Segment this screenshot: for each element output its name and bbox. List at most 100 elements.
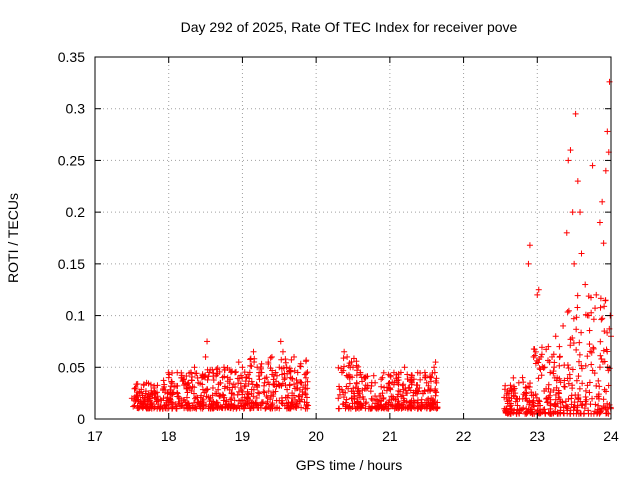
x-tick-label: 20 <box>308 428 324 444</box>
data-point <box>151 394 158 401</box>
data-point <box>606 365 613 372</box>
data-point <box>585 407 592 414</box>
data-point <box>147 395 154 402</box>
plot-frame <box>94 56 612 420</box>
data-point <box>222 401 229 408</box>
data-point <box>520 405 527 412</box>
data-point <box>573 377 580 384</box>
data-point <box>530 353 537 360</box>
data-point <box>336 391 343 398</box>
data-point <box>265 379 272 386</box>
data-point <box>526 242 533 249</box>
data-point <box>383 387 390 394</box>
data-point <box>525 260 532 267</box>
data-point <box>168 399 175 406</box>
y-tick-label: 0.1 <box>66 308 86 324</box>
data-point <box>403 390 410 397</box>
data-point <box>343 383 350 390</box>
data-point <box>601 303 608 310</box>
data-point <box>520 379 527 386</box>
data-point <box>350 388 357 395</box>
data-point <box>192 370 199 377</box>
data-point <box>286 365 293 372</box>
data-point <box>546 392 553 399</box>
data-point <box>228 368 235 375</box>
data-point <box>573 346 580 353</box>
data-point <box>268 392 275 399</box>
data-point <box>556 354 563 361</box>
data-point <box>369 397 376 404</box>
data-point <box>249 381 256 388</box>
data-point <box>589 395 596 402</box>
data-point <box>255 373 262 380</box>
data-point <box>133 392 140 399</box>
y-tick-label: 0.35 <box>58 49 85 65</box>
data-point <box>173 382 180 389</box>
data-point <box>258 399 265 406</box>
data-point <box>585 312 592 319</box>
data-point <box>547 388 554 395</box>
data-point <box>372 379 379 386</box>
data-point <box>386 397 393 404</box>
data-point <box>349 400 356 407</box>
data-point <box>561 383 568 390</box>
data-point <box>278 365 285 372</box>
data-point <box>154 393 161 400</box>
data-point <box>241 405 248 412</box>
data-point <box>501 386 508 393</box>
data-point <box>569 382 576 389</box>
data-point <box>254 382 261 389</box>
data-point <box>564 309 571 316</box>
data-point <box>387 373 394 380</box>
data-point <box>537 366 544 373</box>
data-point <box>274 404 281 411</box>
data-point <box>185 404 192 411</box>
data-point <box>211 401 218 408</box>
data-point <box>267 404 274 411</box>
data-point <box>163 401 170 408</box>
data-point <box>190 399 197 406</box>
data-point <box>533 408 540 415</box>
data-point <box>165 397 172 404</box>
data-point <box>267 396 274 403</box>
data-point <box>254 364 261 371</box>
data-point <box>288 399 295 406</box>
data-point <box>176 395 183 402</box>
data-point <box>604 329 611 336</box>
data-point <box>270 381 277 388</box>
data-point <box>420 390 427 397</box>
data-point <box>565 380 572 387</box>
data-point <box>567 147 574 154</box>
data-point <box>215 386 222 393</box>
data-point <box>570 315 577 322</box>
data-point <box>227 396 234 403</box>
data-point <box>601 386 608 393</box>
data-point <box>167 383 174 390</box>
data-point <box>243 374 250 381</box>
data-point <box>522 389 529 396</box>
data-point <box>239 397 246 404</box>
data-point <box>596 410 603 417</box>
data-point <box>578 365 585 372</box>
data-point <box>422 372 429 379</box>
data-point <box>169 404 176 411</box>
data-point <box>353 379 360 386</box>
data-point <box>207 405 214 412</box>
data-point <box>579 401 586 408</box>
data-point <box>282 356 289 363</box>
data-point <box>601 358 608 365</box>
grid-lines <box>95 57 611 419</box>
data-point <box>183 373 190 380</box>
data-point <box>389 379 396 386</box>
data-point <box>530 346 537 353</box>
y-tick-labels: 0 0.05 0.1 0.15 0.2 0.25 0.3 0.35 <box>58 49 85 427</box>
data-point <box>413 382 420 389</box>
data-point <box>303 402 310 409</box>
data-point <box>416 384 423 391</box>
data-point <box>602 404 609 411</box>
data-point <box>130 403 137 410</box>
data-point <box>335 364 342 371</box>
data-point <box>565 157 572 164</box>
data-point <box>380 369 387 376</box>
data-point <box>257 369 264 376</box>
